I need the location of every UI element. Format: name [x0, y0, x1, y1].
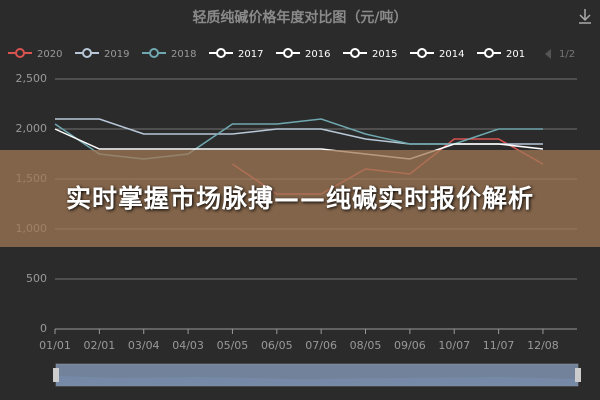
x-tick-label: 02/01 [84, 339, 116, 352]
legend-label: 2019 [104, 49, 129, 60]
zoom-handle[interactable] [53, 368, 59, 382]
y-tick-label: 500 [26, 272, 47, 285]
legend-label: 201 [506, 49, 525, 60]
overlay-title: 实时掌握市场脉搏——纯碱实时报价解析 [65, 183, 534, 213]
legend-label: 2014 [439, 49, 464, 60]
legend-icon [350, 48, 360, 58]
x-tick-label: 12/08 [527, 339, 559, 352]
legend-icon [149, 48, 159, 58]
legend-label: 2015 [372, 49, 397, 60]
x-tick-label: 11/07 [483, 339, 515, 352]
x-tick-label: 05/05 [217, 339, 249, 352]
zoom-preview [56, 376, 578, 386]
legend-icon [417, 48, 427, 58]
x-tick-label: 04/03 [172, 339, 204, 352]
chart-title: 轻质纯碱价格年度对比图（元/吨） [192, 9, 407, 26]
legend-icon [216, 48, 226, 58]
legend-label: 2020 [37, 49, 62, 60]
series-line [55, 118, 543, 145]
overlay-banner: 实时掌握市场脉搏——纯碱实时报价解析 [0, 150, 600, 247]
download-icon[interactable] [579, 9, 591, 24]
legend-mask [536, 42, 600, 64]
x-tick-label: 08/05 [350, 339, 382, 352]
y-tick-label: 0 [40, 322, 47, 335]
legend-icon [484, 48, 494, 58]
zoom-handle[interactable] [575, 368, 581, 382]
x-tick-label: 03/04 [128, 339, 160, 352]
y-tick-label: 2,000 [16, 122, 48, 135]
x-tick-label: 06/05 [261, 339, 293, 352]
legend-label: 2018 [171, 49, 196, 60]
legend-label: 2017 [238, 49, 263, 60]
legend-icon [82, 48, 92, 58]
x-tick-label: 10/07 [438, 339, 470, 352]
legend-label: 2016 [305, 49, 330, 60]
legend-pager[interactable]: 1/2 [559, 49, 575, 60]
legend-icon [283, 48, 293, 58]
x-tick-label: 01/01 [39, 339, 71, 352]
x-tick-label: 09/06 [394, 339, 426, 352]
series-line [54, 128, 544, 160]
legend-icon [15, 48, 25, 58]
y-tick-label: 2,500 [16, 72, 48, 85]
x-tick-label: 07/06 [305, 339, 337, 352]
legend-prev[interactable] [545, 49, 551, 59]
